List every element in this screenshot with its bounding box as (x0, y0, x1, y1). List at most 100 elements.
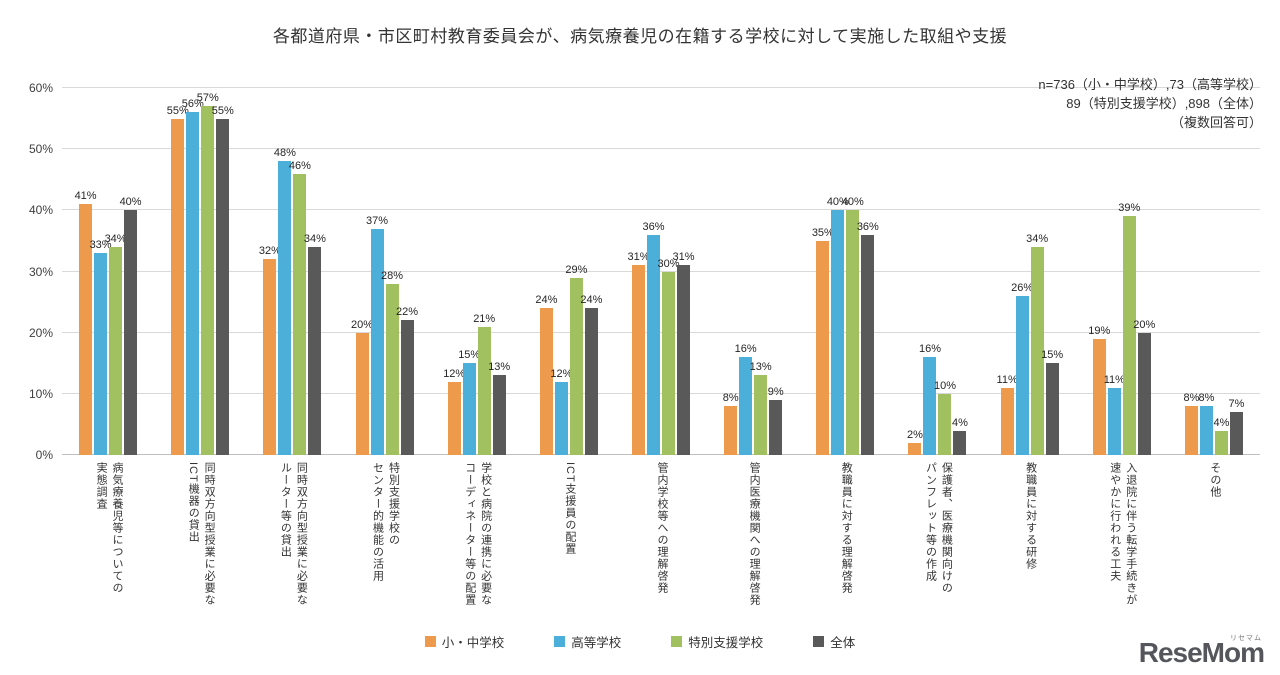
bar: 34% (304, 233, 326, 455)
bar-value-label: 20% (1133, 318, 1156, 331)
gridline (62, 270, 1260, 272)
bar-wrap: 55% (212, 88, 234, 455)
x-axis-category-label: 入退院に伴う転学手続きが 速やかに行われる工夫 (1108, 462, 1137, 606)
bar-wrap: 16% (919, 88, 941, 455)
gridline (62, 392, 1260, 394)
bar-wrap: 15% (458, 88, 480, 455)
bar-value-label: 28% (381, 269, 404, 282)
bar: 20% (1133, 319, 1155, 455)
bar-value-label: 7% (1228, 398, 1245, 411)
bar-value-label: 15% (458, 349, 481, 362)
x-axis-category-label: 管内学校等への理解啓発 (655, 462, 668, 594)
bar: 36% (643, 221, 665, 455)
bar-wrap: 12% (443, 88, 465, 455)
legend-item: 特別支援学校 (671, 632, 763, 651)
bar: 8% (723, 392, 739, 455)
bar: 56% (182, 98, 204, 455)
bar-value-label: 40% (119, 196, 142, 209)
bar-wrap: 39% (1118, 88, 1140, 455)
bar-value-label: 33% (89, 239, 112, 252)
bar-wrap: 30% (658, 88, 680, 455)
x-label-slot: 教職員に対する理解啓発 (799, 462, 891, 630)
bar: 40% (120, 196, 142, 455)
bar: 24% (535, 294, 557, 455)
legend-label: 高等学校 (571, 636, 622, 650)
bar-wrap: 21% (473, 88, 495, 455)
legend: 小・中学校 高等学校 特別支援学校 全体 (0, 632, 1280, 651)
bar-wrap: 40% (120, 88, 142, 455)
bar: 55% (167, 105, 189, 455)
x-axis-category-label: 保護者、医療機関向けの パンフレット等の作成 (924, 462, 953, 594)
bar-wrap: 36% (857, 88, 879, 455)
bar-wrap: 40% (842, 88, 864, 455)
bar-value-label: 10% (933, 379, 956, 392)
bar-wrap: 28% (381, 88, 403, 455)
bar-value-label: 15% (1041, 349, 1064, 362)
y-tick-label: 20% (28, 325, 53, 340)
x-label-slot: 入退院に伴う転学手続きが 速やかに行われる工夫 (1076, 462, 1168, 630)
bar: 35% (812, 227, 834, 455)
bar-wrap: 55% (167, 88, 189, 455)
bar-value-label: 24% (535, 294, 558, 307)
y-tick-label: 0% (35, 448, 53, 462)
bar-wrap: 31% (673, 88, 695, 455)
bar-value-label: 11% (996, 373, 1018, 386)
gridline (62, 209, 1260, 211)
x-axis-category-label: 病気療養児等についての 実態調査 (95, 462, 124, 594)
bar-value-label: 4% (1213, 416, 1230, 429)
bar-wrap: 40% (827, 88, 849, 455)
bar-wrap: 31% (628, 88, 650, 455)
bar-wrap: 26% (1011, 88, 1033, 455)
bar-value-label: 36% (642, 220, 665, 233)
gridline (62, 454, 1260, 455)
bar: 15% (1041, 349, 1063, 455)
bar-group: 8% 16% 13% 9% (707, 88, 799, 455)
bar-value-label: 55% (211, 104, 234, 117)
bar: 46% (289, 160, 311, 455)
x-axis-category-label: ICT支援員の配置 (563, 462, 576, 555)
bar-wrap: 8% (1198, 88, 1215, 455)
bar: 7% (1229, 398, 1244, 455)
legend-item: 小・中学校 (424, 632, 504, 651)
bar-group: 12% 15% 21% 13% (431, 88, 523, 455)
y-tick-label: 60% (28, 81, 53, 95)
legend-label: 特別支援学校 (688, 636, 764, 650)
x-label-slot: 保護者、医療機関向けの パンフレット等の作成 (891, 462, 983, 630)
y-tick-label: 10% (28, 386, 53, 401)
x-axis-category-label: 教職員に対する理解啓発 (840, 462, 853, 594)
bar: 37% (366, 215, 388, 455)
bar-wrap: 19% (1088, 88, 1110, 455)
bar-wrap: 57% (197, 88, 219, 455)
bar-value-label: 8% (1198, 392, 1215, 405)
bar-wrap: 9% (768, 88, 784, 455)
bar-wrap: 56% (182, 88, 204, 455)
bar-group: 2% 16% 10% 4% (891, 88, 983, 455)
bar-group: 24% 12% 29% 24% (523, 88, 615, 455)
bar-wrap: 34% (1026, 88, 1048, 455)
bar: 26% (1011, 282, 1033, 455)
gridline (62, 87, 1260, 88)
x-label-slot: 学校と病院の連携に必要な コーディネーター等の配置 (431, 462, 523, 630)
bar: 9% (768, 386, 784, 455)
bar: 29% (565, 264, 587, 455)
legend-swatch (813, 636, 825, 647)
bar-value-label: 12% (550, 367, 573, 380)
x-label-slot: 同時双方向型授業に必要な ルーター等の貸出 (246, 462, 338, 630)
bar-value-label: 9% (767, 385, 784, 398)
legend-item: 高等学校 (554, 632, 621, 651)
bar-value-label: 55% (166, 104, 189, 117)
bar-wrap: 36% (643, 88, 665, 455)
bar-wrap: 11% (1104, 88, 1125, 455)
x-label-slot: 管内医療機関への理解啓発 (707, 462, 799, 630)
x-axis-category-label: 管内医療機関への理解啓発 (748, 462, 761, 606)
x-axis-category-label: 同時双方向型授業に必要な ICT機器の貸出 (187, 462, 216, 606)
y-tick-label: 30% (28, 264, 53, 279)
bar: 41% (75, 190, 97, 455)
bar-value-label: 31% (627, 251, 650, 264)
x-label-slot: その他 (1168, 462, 1260, 630)
bar-value-label: 30% (657, 257, 680, 270)
bar-value-label: 46% (288, 159, 311, 172)
bar-value-label: 20% (351, 318, 374, 331)
bar-wrap: 35% (812, 88, 834, 455)
bar-value-label: 8% (722, 392, 739, 405)
